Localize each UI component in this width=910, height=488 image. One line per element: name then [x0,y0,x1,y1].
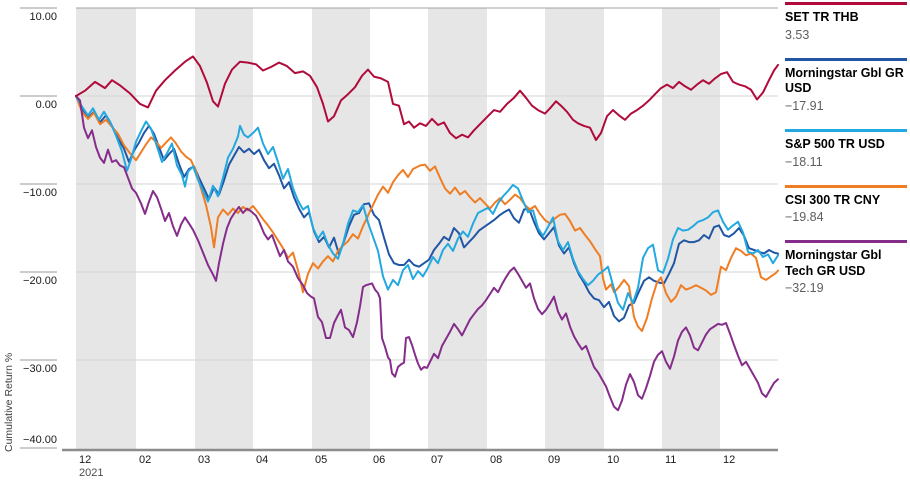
y-axis-tick-label: −20.00 [23,275,57,287]
legend-series-value: −32.19 [785,281,824,296]
series-line-csi300-tr-cny [75,95,779,332]
y-axis-title: Cumulative Return % [3,352,15,452]
legend-entry-csi300-tr-cny[interactable]: CSI 300 TR CNY −19.84 [785,184,907,226]
x-axis-month-label: 12 [723,454,736,466]
legend-series-name: Morningstar Gbl Tech GR USD [785,248,882,278]
legend-series-name: Morningstar Gbl GR USD [785,65,904,96]
legend-series-value: −18.11 [785,154,823,169]
chart-legend: SET TR THB 3.53 Morningstar Gbl GR USD −… [785,2,907,311]
y-axis-tick-label: −30.00 [23,363,57,375]
x-axis-month-label: 08 [490,454,503,466]
x-axis-month-label: 07 [431,454,444,466]
x-axis-year-label: 2021 [79,467,104,479]
legend-series-value: −17.91 [785,98,824,113]
series-line-set-tr-thb [75,55,779,141]
month-shading-band [195,8,253,450]
legend-color-bar [785,57,907,61]
x-axis-month-label: 04 [256,454,269,466]
legend-entry-sp500-tr-usd[interactable]: S&P 500 TR USD −18.11 [785,128,907,170]
series-line-sp500-tr-usd [75,95,779,311]
month-shading-band [428,8,487,450]
legend-color-bar [785,240,907,244]
x-axis-month-label: 09 [548,454,561,466]
x-axis-month-label: 11 [665,454,677,466]
legend-series-name: S&P 500 TR USD [785,136,885,151]
legend-series-value: 3.53 [785,27,810,42]
x-axis-month-label: 12 [79,454,92,466]
legend-entry-set-tr-thb[interactable]: SET TR THB 3.53 [785,2,907,43]
y-axis-tick-label: −40.00 [23,434,57,446]
legend-entry-morningstar-gbl-tech-gr-usd[interactable]: Morningstar Gbl Tech GR USD −32.19 [785,240,907,296]
x-axis-month-label: 05 [315,454,328,466]
legend-color-bar [785,128,907,132]
legend-entry-morningstar-gbl-gr-usd[interactable]: Morningstar Gbl GR USD −17.91 [785,57,907,114]
x-axis-month-label: 10 [607,454,620,466]
series-line-morningstar-gbl-tech-gr-usd [75,95,779,412]
legend-color-bar [785,184,907,188]
legend-series-name: CSI 300 TR CNY [785,192,881,207]
legend-series-name: SET TR THB [785,10,859,24]
month-shading-band [312,8,370,450]
y-axis-tick-label: 10.00 [29,11,57,23]
x-axis-month-label: 06 [373,454,386,466]
x-axis-month-label: 03 [198,454,211,466]
y-axis-tick-label: 0.00 [35,99,57,111]
month-shading-band [662,8,720,450]
legend-color-bar [785,2,907,5]
month-shading-band [76,8,136,450]
y-axis-tick-label: −10.00 [23,187,57,199]
legend-series-value: −19.84 [785,210,824,225]
x-axis-month-label: 02 [139,454,152,466]
